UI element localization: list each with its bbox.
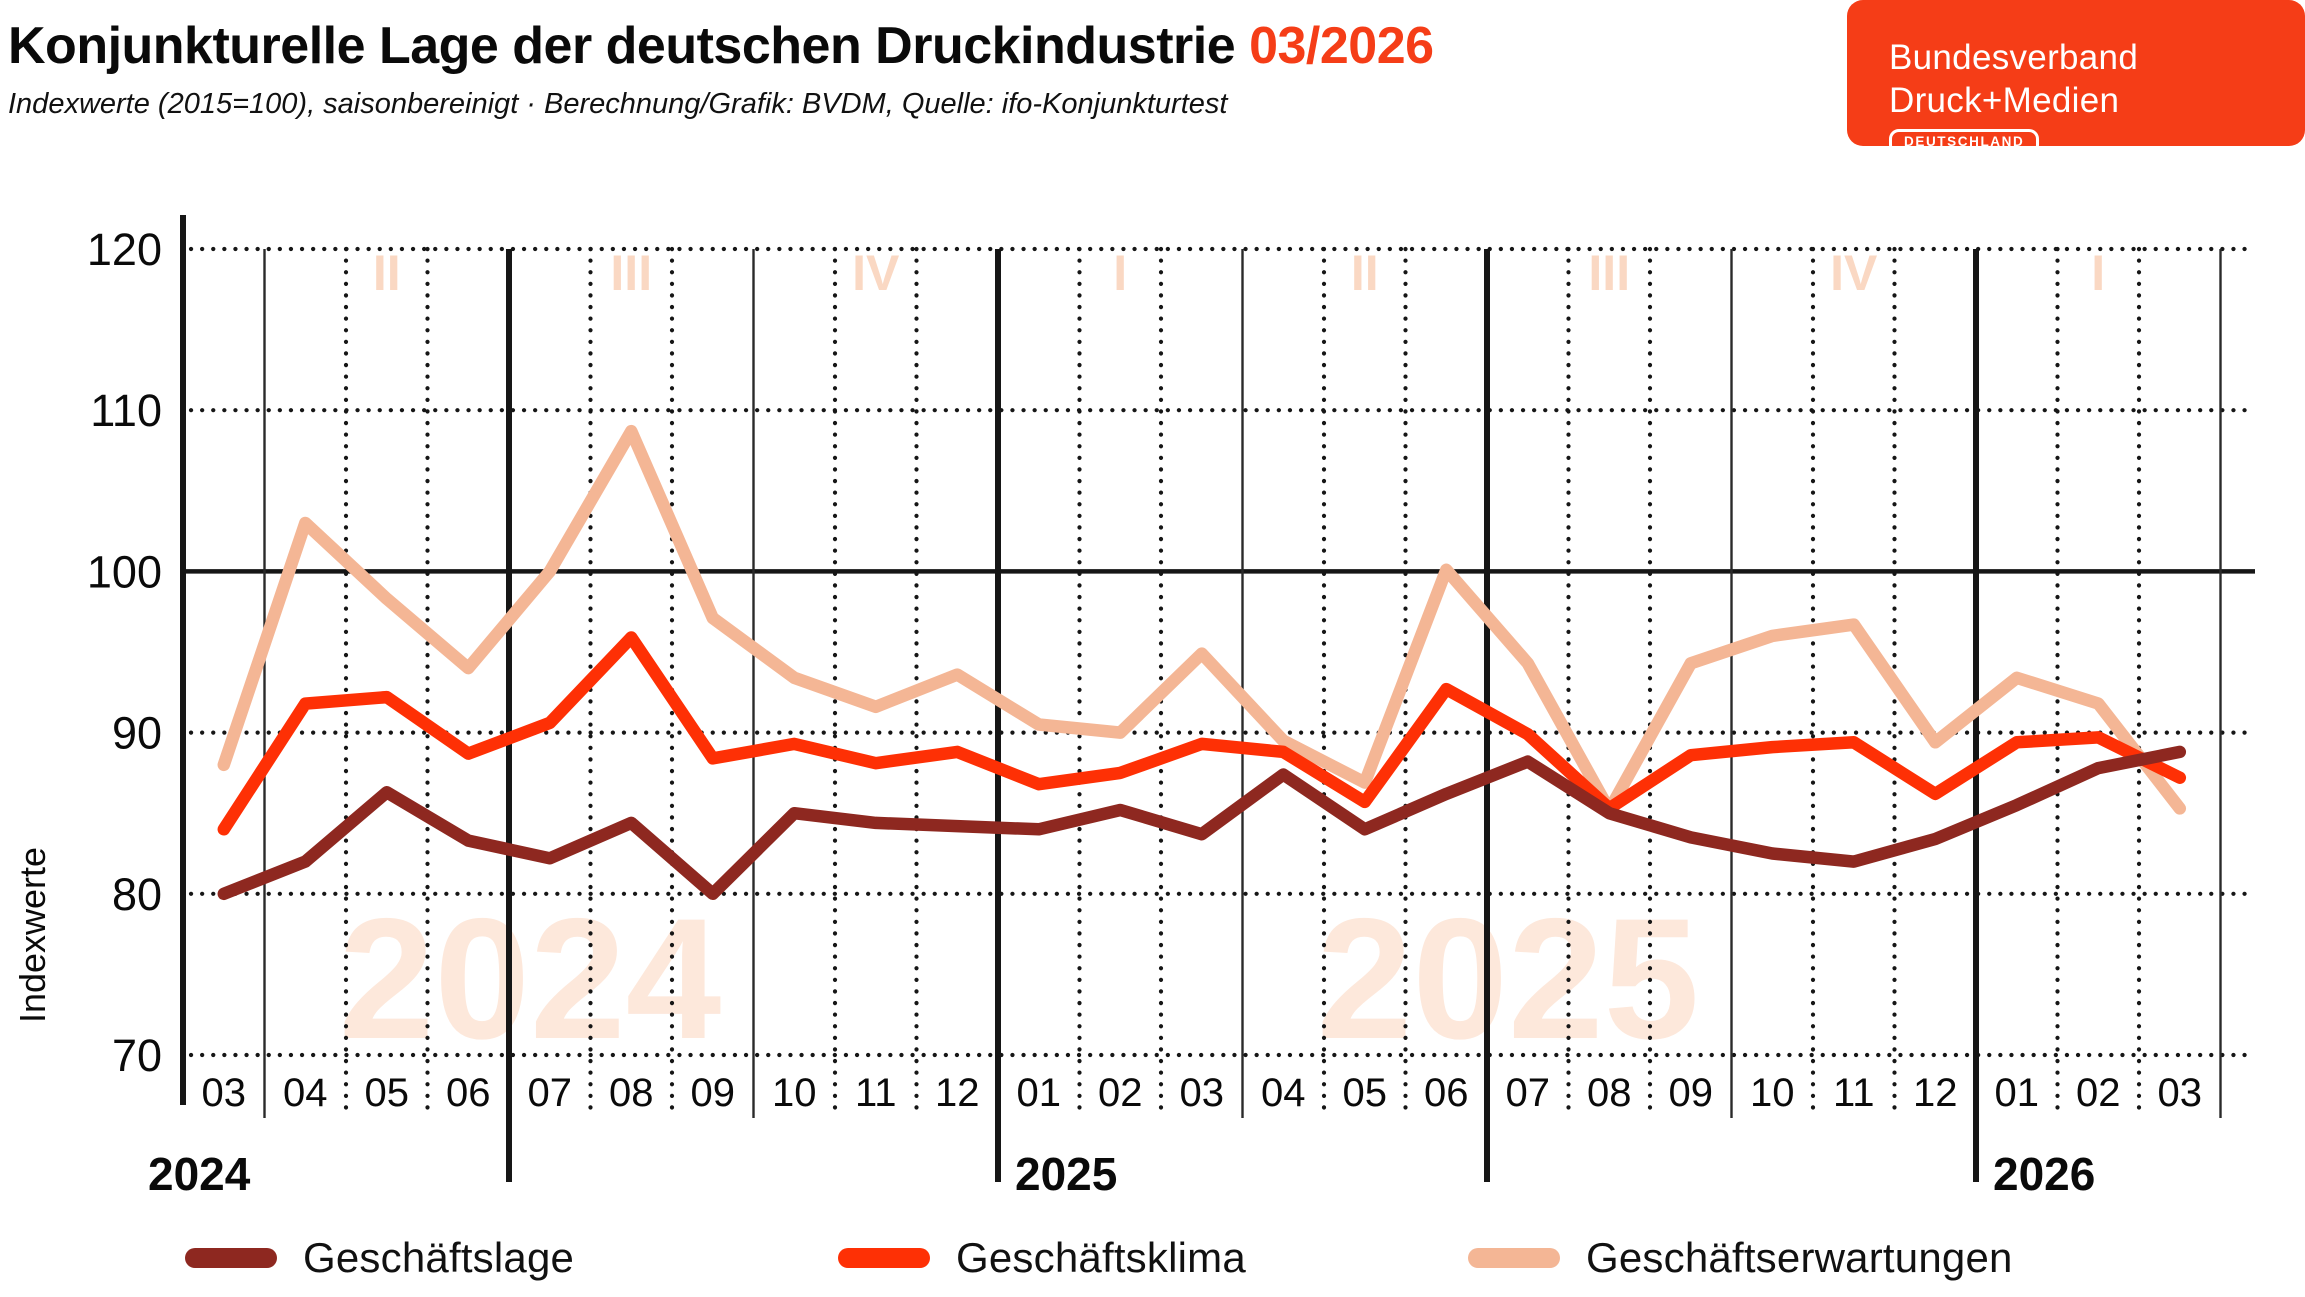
quarter-label-3: I — [1113, 245, 1127, 301]
ytick-120: 120 — [87, 224, 162, 275]
xtick-16: 07 — [1506, 1071, 1551, 1115]
xtick-3: 06 — [446, 1071, 491, 1115]
quarter-label-1: III — [610, 245, 652, 301]
xtick-1: 04 — [283, 1071, 328, 1115]
watermark-2025: 2025 — [1317, 883, 1700, 1075]
xtick-15: 06 — [1424, 1071, 1469, 1115]
xtick-21: 12 — [1913, 1071, 1958, 1115]
year-label-2025: 2025 — [1015, 1148, 1117, 1200]
page-title-date: 03/2026 — [1249, 17, 1434, 75]
legend-item-geschaeftserwartungen: Geschäftserwartungen — [1468, 1232, 2013, 1284]
logo-line2: Druck+Medien — [1889, 81, 2120, 120]
quarter-label-5: III — [1588, 245, 1630, 301]
xtick-20: 11 — [1833, 1071, 1875, 1115]
legend-item-geschaeftsklima: Geschäftsklima — [838, 1232, 1246, 1284]
xtick-0: 03 — [202, 1071, 247, 1115]
bvdm-logo: Bundesverband Druck+Medien DEUTSCHLAND — [1847, 0, 2305, 155]
legend-swatch-geschaeftslage — [185, 1248, 277, 1268]
year-label-2026: 2026 — [1993, 1148, 2095, 1200]
ytick-100: 100 — [87, 546, 162, 597]
xtick-8: 11 — [855, 1071, 897, 1115]
page-title-text: Konjunkturelle Lage der deutschen Drucki… — [8, 17, 1236, 75]
page-title: Konjunkturelle Lage der deutschen Drucki… — [8, 16, 1434, 76]
legend-swatch-geschaeftserwartungen — [1468, 1248, 1560, 1268]
series-line-Geschäftserwartungen — [217, 424, 2187, 817]
xtick-24: 03 — [2158, 1071, 2203, 1115]
ytick-80: 80 — [112, 869, 162, 920]
xtick-23: 02 — [2076, 1071, 2121, 1115]
xtick-19: 10 — [1750, 1071, 1795, 1115]
xtick-4: 07 — [528, 1071, 573, 1115]
xtick-7: 10 — [772, 1071, 817, 1115]
xtick-9: 12 — [935, 1071, 980, 1115]
legend-label-geschaeftsklima: Geschäftsklima — [956, 1234, 1246, 1281]
logo-line1: Bundesverband — [1889, 38, 2139, 77]
xtick-5: 08 — [609, 1071, 654, 1115]
legend-swatch-geschaeftsklima — [838, 1248, 930, 1268]
quarter-label-6: IV — [1830, 245, 1878, 301]
legend-label-geschaeftserwartungen: Geschäftserwartungen — [1586, 1234, 2013, 1281]
xtick-12: 03 — [1180, 1071, 1225, 1115]
xtick-17: 08 — [1587, 1071, 1632, 1115]
quarter-label-2: IV — [852, 245, 900, 301]
watermark-2024: 2024 — [339, 883, 722, 1075]
series-line-Geschäftslage — [217, 745, 2187, 901]
logo-badge: DEUTSCHLAND — [1889, 129, 2040, 155]
series-line-Geschäftsklima — [217, 631, 2187, 836]
xtick-22: 01 — [1995, 1071, 2040, 1115]
xtick-6: 09 — [691, 1071, 736, 1115]
xtick-14: 05 — [1343, 1071, 1388, 1115]
y-axis-title: Indexwerte — [12, 847, 53, 1023]
year-label-2024: 2024 — [148, 1148, 251, 1200]
header: Konjunkturelle Lage der deutschen Drucki… — [8, 16, 1434, 121]
xtick-11: 02 — [1098, 1071, 1143, 1115]
ytick-110: 110 — [90, 385, 162, 436]
ytick-70: 70 — [112, 1030, 162, 1081]
xtick-2: 05 — [365, 1071, 410, 1115]
xtick-13: 04 — [1261, 1071, 1306, 1115]
xtick-10: 01 — [1017, 1071, 1062, 1115]
quarter-label-0: II — [373, 245, 401, 301]
page-subtitle: Indexwerte (2015=100), saisonbereinigt ·… — [8, 88, 1228, 120]
legend-label-geschaeftslage: Geschäftslage — [303, 1234, 575, 1281]
quarter-label-4: II — [1351, 245, 1379, 301]
quarter-label-7: I — [2091, 245, 2105, 301]
legend-item-geschaeftslage: Geschäftslage — [185, 1232, 574, 1284]
xtick-18: 09 — [1669, 1071, 1714, 1115]
ytick-90: 90 — [112, 708, 162, 759]
chart-legend: Geschäftslage Geschäftsklima Geschäftser… — [0, 1232, 2305, 1284]
